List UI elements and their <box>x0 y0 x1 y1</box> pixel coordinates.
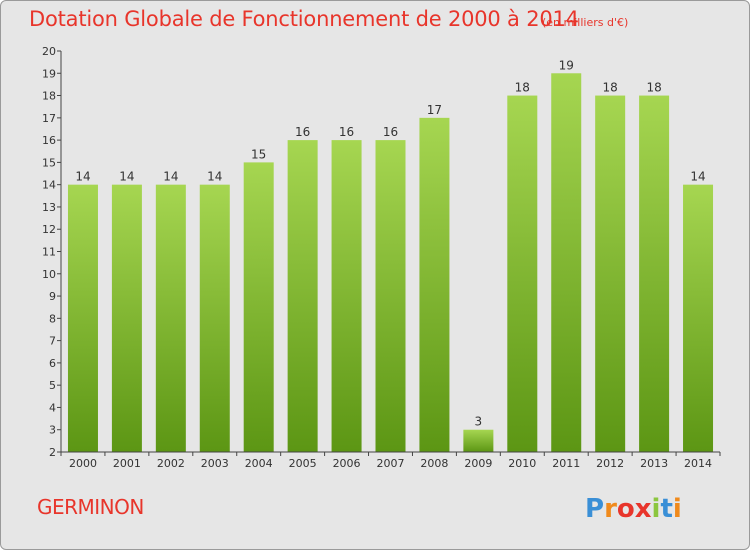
x-tick-label: 2009 <box>464 457 492 470</box>
bar-2003 <box>199 184 230 452</box>
y-tick-label: 17 <box>42 112 56 125</box>
y-tick-label: 13 <box>42 201 56 214</box>
bar-2006 <box>331 140 362 452</box>
y-tick-label: 8 <box>49 312 56 325</box>
y-tick-label: 7 <box>49 335 56 348</box>
bar-value-label: 14 <box>75 170 90 184</box>
x-tick-label: 2001 <box>113 457 141 470</box>
x-tick-label: 2006 <box>333 457 361 470</box>
bar-value-label: 14 <box>163 170 178 184</box>
bar-2000 <box>67 184 98 452</box>
bar-2004 <box>243 162 274 452</box>
y-tick-label: 14 <box>42 179 56 192</box>
y-tick-label: 20 <box>42 45 56 58</box>
x-tick-label: 2000 <box>69 457 97 470</box>
bar-2013 <box>639 95 670 453</box>
bar-2001 <box>111 184 142 452</box>
y-tick-label: 19 <box>42 67 56 80</box>
y-tick-label: 15 <box>42 156 56 169</box>
bar-2007 <box>375 140 406 452</box>
bar-value-label: 14 <box>119 170 134 184</box>
bar-value-label: 3 <box>475 415 483 429</box>
commune-name: GERMINON <box>37 495 144 519</box>
bar-2014 <box>683 184 714 452</box>
x-tick-label: 2008 <box>420 457 448 470</box>
x-tick-label: 2005 <box>289 457 317 470</box>
x-tick-label: 2013 <box>640 457 668 470</box>
bar-value-label: 16 <box>339 125 354 139</box>
bar-value-label: 16 <box>383 125 398 139</box>
proxiti-logo: Proxiti <box>583 489 693 529</box>
y-tick-label: 16 <box>42 134 56 147</box>
x-tick-label: 2004 <box>245 457 273 470</box>
bar-2005 <box>287 140 318 452</box>
chart-subtitle: (en milliers d'€) <box>542 16 629 29</box>
bars-group: 14 14 14 14 15 16 16 16 17 3 18 19 18 18 14 <box>67 58 714 453</box>
chart-title: Dotation Globale de Fonctionnement de 20… <box>29 7 579 31</box>
bar-value-label: 18 <box>646 81 661 95</box>
y-tick-label: 3 <box>49 424 56 437</box>
proxiti-logo-icon: Proxiti <box>585 494 682 524</box>
y-tick-label: 11 <box>42 246 56 259</box>
bar-2012 <box>595 95 626 453</box>
y-tick-label: 18 <box>42 90 56 103</box>
y-tick-label: 12 <box>42 223 56 236</box>
y-tick-label: 2 <box>49 446 56 459</box>
bar-value-label: 15 <box>251 147 266 161</box>
bar-value-label: 14 <box>690 170 705 184</box>
x-tick-label: 2002 <box>157 457 185 470</box>
bar-value-label: 18 <box>603 81 618 95</box>
bar-2011 <box>551 73 582 453</box>
bar-2008 <box>419 117 450 452</box>
x-tick-label: 2007 <box>377 457 405 470</box>
x-tick-label: 2012 <box>596 457 624 470</box>
y-tick-label: 6 <box>49 357 56 370</box>
y-tick-label: 10 <box>42 268 56 281</box>
x-tick-label: 2010 <box>508 457 536 470</box>
bar-2002 <box>155 184 186 452</box>
y-tick-label: 9 <box>49 290 56 303</box>
bar-2009 <box>463 429 494 452</box>
x-tick-label: 2011 <box>552 457 580 470</box>
bar-value-label: 14 <box>207 170 222 184</box>
bar-2010 <box>507 95 538 453</box>
x-tick-label: 2014 <box>684 457 712 470</box>
y-tick-label: 5 <box>49 379 56 392</box>
axes-group: 2000 2001 2002 2003 2004 2005 2006 2007 2008 2009… <box>42 45 721 470</box>
bar-value-label: 18 <box>515 81 530 95</box>
y-tick-label: 4 <box>49 401 56 414</box>
bar-value-label: 16 <box>295 125 310 139</box>
svg-text:Proxiti: Proxiti <box>585 494 682 524</box>
bar-value-label: 17 <box>427 103 442 117</box>
bar-value-label: 19 <box>559 58 574 72</box>
x-tick-label: 2003 <box>201 457 229 470</box>
